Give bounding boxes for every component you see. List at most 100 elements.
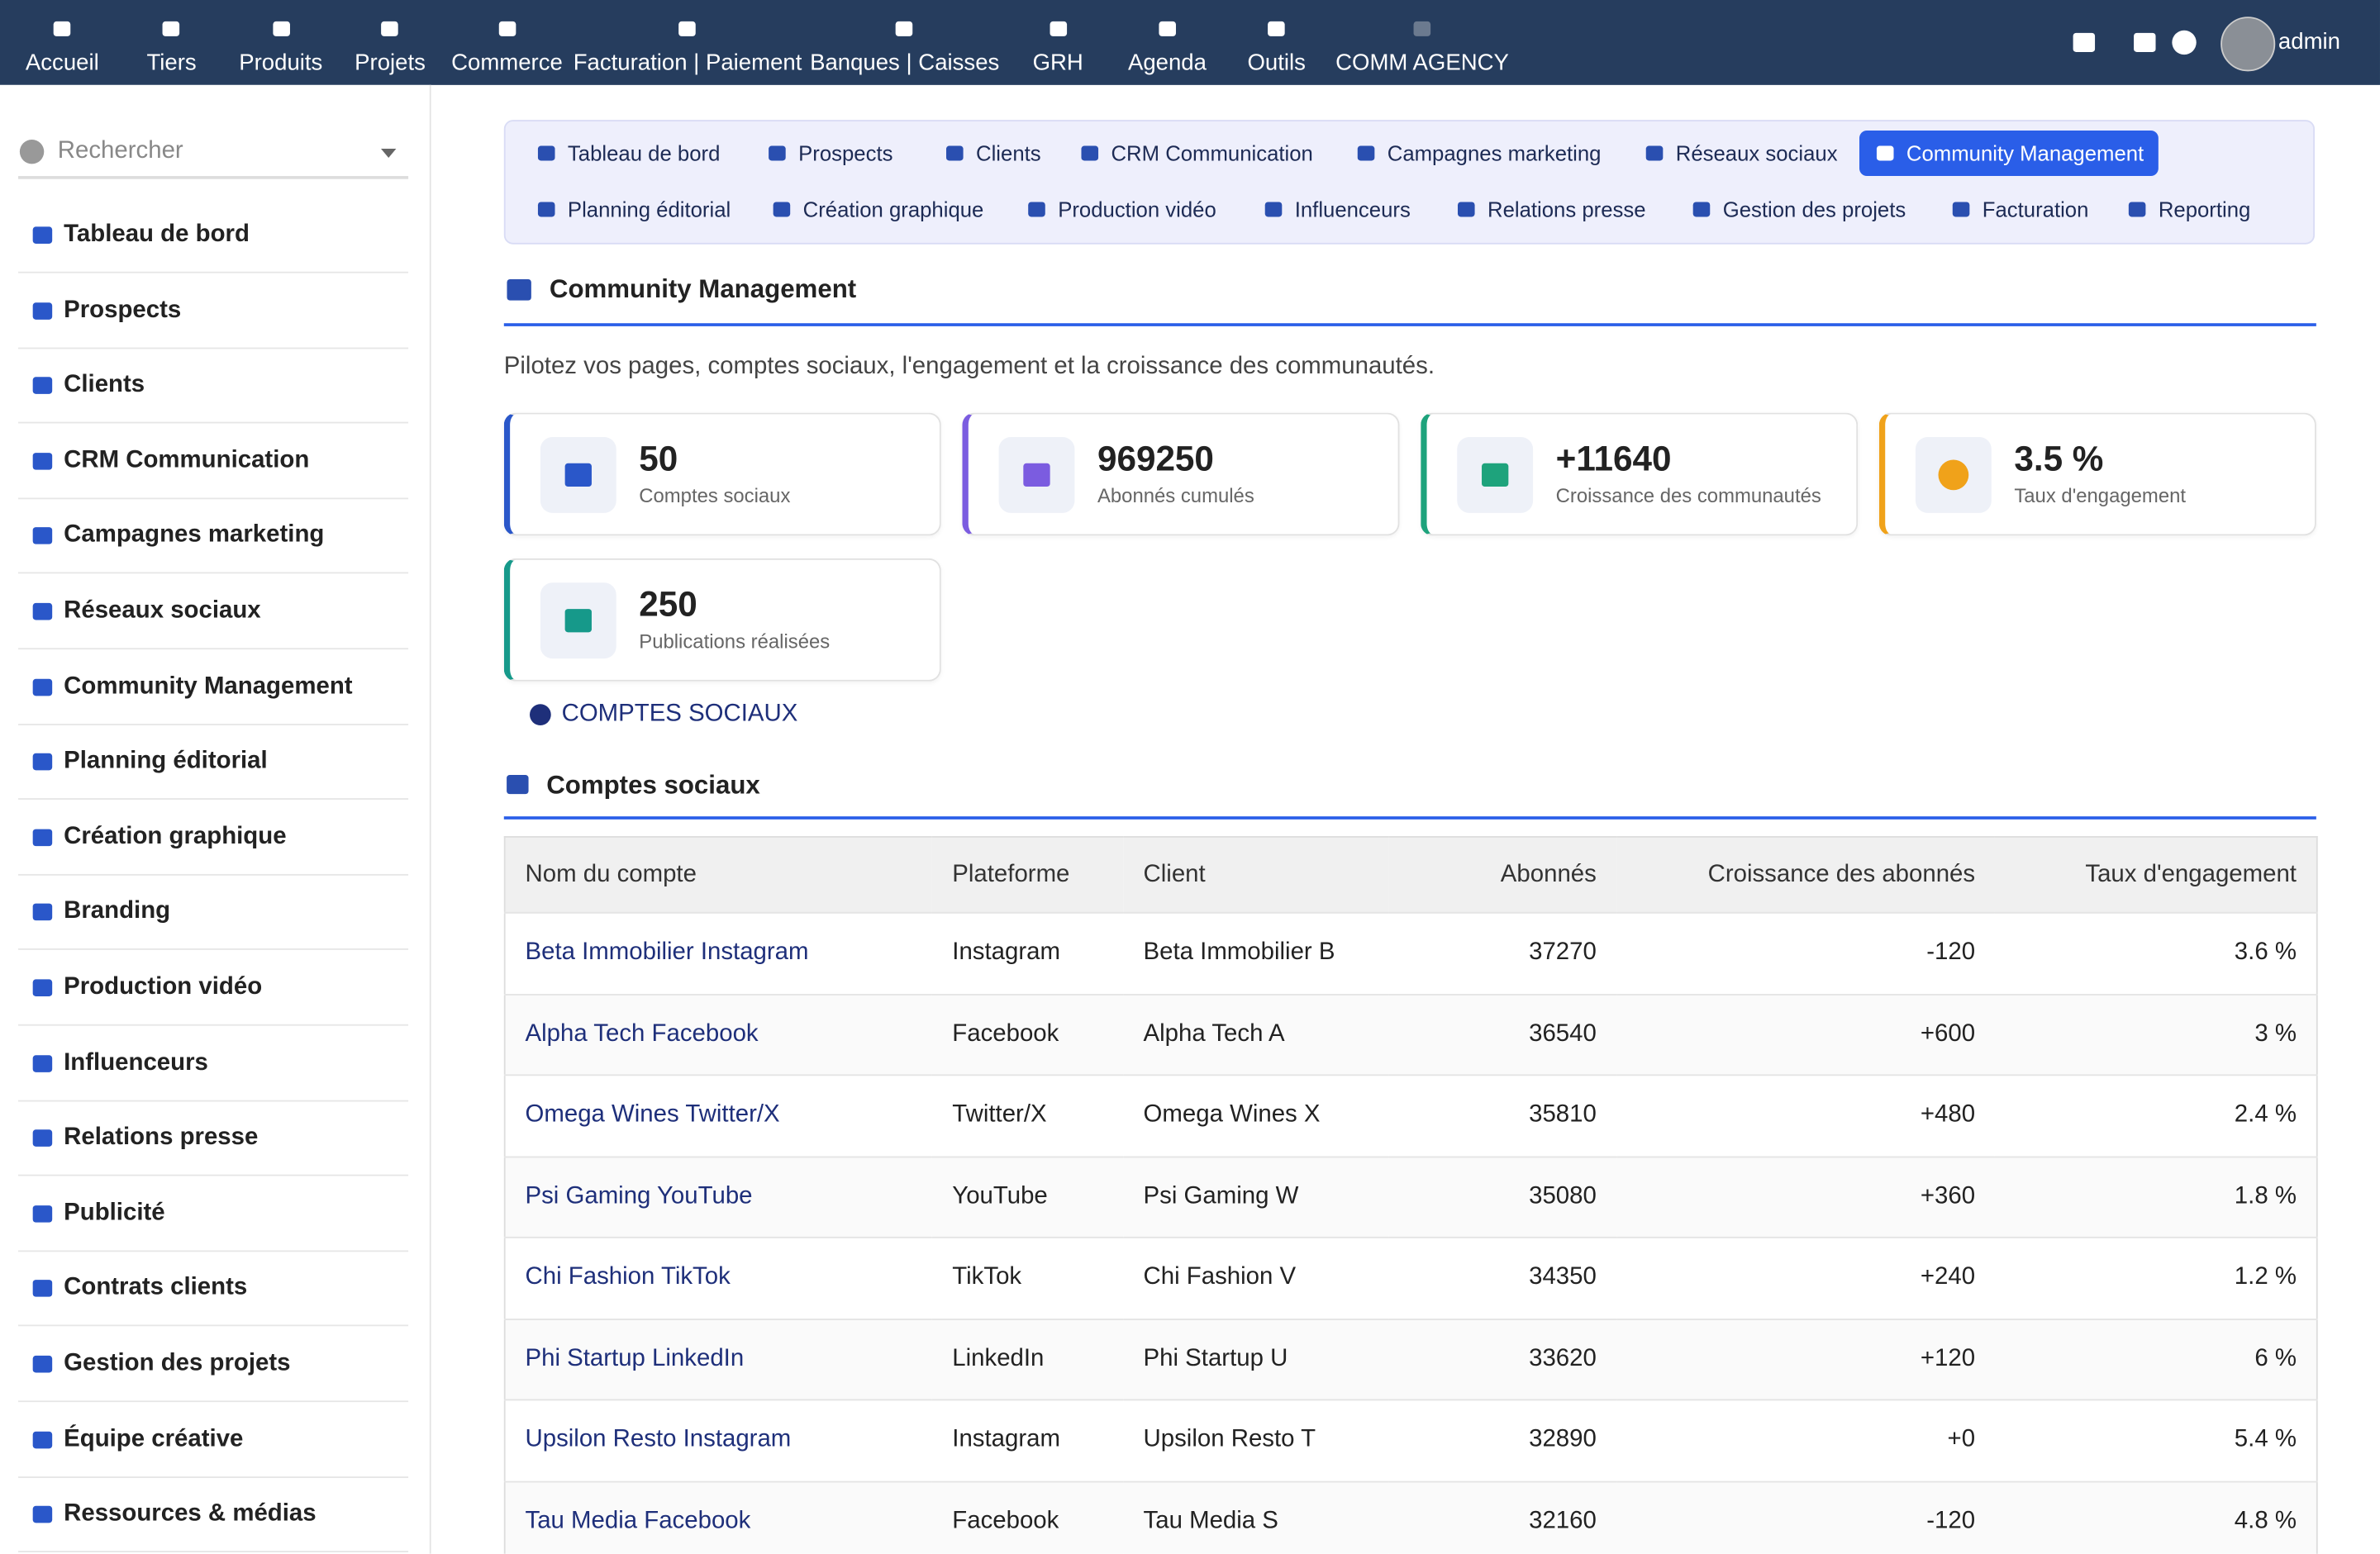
account-link[interactable]: Omega Wines Twitter/X: [525, 1101, 780, 1129]
table-cell: 4.8 %: [1994, 1480, 2317, 1554]
account-link[interactable]: Upsilon Resto Instagram: [525, 1426, 792, 1453]
table-cell: 35810: [1388, 1074, 1616, 1157]
tab[interactable]: Influenceurs: [1248, 187, 1426, 232]
sidebar-item[interactable]: Campagnes marketing: [18, 500, 409, 575]
sidebar-label: Réseaux sociaux: [64, 597, 261, 624]
sidebar-item[interactable]: Relations presse: [18, 1102, 409, 1176]
nav-item[interactable]: Banques | Caisses: [810, 0, 999, 85]
tab[interactable]: Création graphique: [756, 187, 999, 232]
sidebar-label: Création graphique: [64, 823, 287, 850]
tab[interactable]: Réseaux sociaux: [1629, 131, 1853, 176]
table-row: Phi Startup LinkedIn LinkedIn Phi Startup …: [504, 1318, 2317, 1400]
column-header[interactable]: Croissance des abonnés: [1616, 836, 1995, 913]
column-header[interactable]: Plateforme: [932, 836, 1124, 913]
sidebar-item[interactable]: Clients: [18, 349, 409, 424]
tab[interactable]: Facturation: [1935, 187, 2104, 232]
icon: [1357, 145, 1375, 161]
tab[interactable]: Tableau de bord: [521, 131, 735, 176]
cell-text: Twitter/X: [952, 1101, 1047, 1129]
account-link[interactable]: Tau Media Facebook: [525, 1508, 751, 1534]
account-link[interactable]: Chi Fashion TikTok: [525, 1264, 731, 1290]
account-link[interactable]: Alpha Tech Facebook: [525, 1020, 759, 1047]
tab[interactable]: CRM Communication: [1064, 131, 1329, 176]
sidebar-item[interactable]: Planning éditorial: [18, 725, 409, 801]
tool-icon[interactable]: [2171, 29, 2198, 64]
column-header[interactable]: Client: [1123, 836, 1389, 913]
sidebar-label: Campagnes marketing: [64, 522, 325, 549]
sidebar-item[interactable]: Contrats clients: [18, 1252, 409, 1328]
icon: [1413, 21, 1431, 36]
tab[interactable]: Planning éditorial: [521, 187, 746, 232]
nav-item[interactable]: GRH: [1033, 0, 1083, 85]
icon: [769, 145, 786, 161]
stat-icon: [1915, 436, 1992, 513]
tab[interactable]: Reporting: [2111, 187, 2266, 232]
tab-label: Influenceurs: [1294, 197, 1411, 222]
account-link[interactable]: Psi Gaming YouTube: [525, 1183, 753, 1209]
icon: [530, 704, 551, 725]
table-cell: Twitter/X: [932, 1074, 1124, 1157]
column-header[interactable]: Abonnés: [1388, 836, 1616, 913]
icon: [32, 1129, 53, 1148]
account-link[interactable]: Beta Immobilier Instagram: [525, 939, 809, 966]
avatar[interactable]: [2221, 17, 2276, 72]
cell-text: +480: [1920, 1101, 1976, 1129]
nav-item[interactable]: Projets: [355, 0, 426, 85]
tab-label: Facturation: [1982, 197, 2089, 222]
nav-item[interactable]: Outils: [1247, 0, 1306, 85]
add-button[interactable]: COMPTES SOCIAUX: [528, 701, 797, 729]
table-cell: -120: [1616, 1480, 1995, 1554]
tab[interactable]: Relations presse: [1440, 187, 1661, 232]
sidebar-item[interactable]: Création graphique: [18, 801, 409, 876]
table-cell: 3.6 %: [1994, 911, 2317, 995]
column-header[interactable]: Nom du compte: [504, 836, 933, 913]
table-cell: Upsilon Resto T: [1123, 1399, 1389, 1481]
tab[interactable]: Production vidéo: [1011, 187, 1231, 232]
tab[interactable]: Campagnes marketing: [1340, 131, 1616, 176]
sidebar-item[interactable]: Réseaux sociaux: [18, 575, 409, 650]
nav-item[interactable]: Commerce: [451, 0, 563, 85]
icon: [19, 139, 45, 164]
sidebar-label: Équipe créative: [64, 1425, 244, 1452]
tool-icon[interactable]: [2070, 29, 2097, 64]
nav-item[interactable]: COMM AGENCY: [1335, 0, 1509, 85]
cell-text: Upsilon Resto T: [1143, 1426, 1316, 1453]
icon: [2172, 30, 2197, 55]
nav-item[interactable]: Agenda: [1128, 0, 1207, 85]
tab[interactable]: Clients: [929, 131, 1056, 176]
tab[interactable]: Gestion des projets: [1676, 187, 1921, 232]
stat-icon: [540, 436, 616, 513]
nav-item[interactable]: Produits: [239, 0, 322, 85]
user-name[interactable]: admin: [2278, 28, 2340, 55]
column-header[interactable]: Taux d'engagement: [1994, 836, 2317, 913]
sidebar-label: Clients: [64, 372, 145, 398]
sidebar-label: Planning éditorial: [64, 748, 268, 775]
nav-label: Tiers: [146, 50, 197, 76]
sidebar-item[interactable]: Influenceurs: [18, 1027, 409, 1101]
sidebar-item[interactable]: Community Management: [18, 650, 409, 725]
tool-icon[interactable]: [2131, 29, 2159, 64]
tab[interactable]: Community Management: [1859, 130, 2159, 177]
sidebar-item[interactable]: Branding: [18, 877, 409, 951]
icon: [678, 21, 697, 36]
sidebar-item[interactable]: Gestion des projets: [18, 1328, 409, 1403]
sidebar-item[interactable]: Équipe créative: [18, 1403, 409, 1478]
nav-item[interactable]: Facturation | Paiement: [574, 0, 802, 85]
nav-label: Outils: [1247, 50, 1306, 76]
search-box[interactable]: Rechercher: [18, 127, 409, 179]
nav-item[interactable]: Tiers: [146, 0, 197, 85]
nav-item[interactable]: Accueil: [26, 0, 99, 85]
cell-text: 35080: [1529, 1183, 1597, 1209]
sidebar-item[interactable]: Tableau de bord: [18, 199, 409, 273]
sidebar-item[interactable]: Publicité: [18, 1177, 409, 1252]
sidebar-item[interactable]: Prospects: [18, 274, 409, 349]
account-link[interactable]: Phi Startup LinkedIn: [525, 1345, 745, 1371]
table-cell: Facebook: [932, 993, 1124, 1076]
sidebar-item[interactable]: CRM Communication: [18, 425, 409, 499]
tab[interactable]: Prospects: [751, 131, 908, 176]
sidebar-item[interactable]: Production vidéo: [18, 952, 409, 1026]
sidebar-label: Community Management: [64, 672, 353, 699]
icon: [1264, 202, 1283, 217]
sidebar-item[interactable]: Ressources & médias: [18, 1478, 409, 1553]
